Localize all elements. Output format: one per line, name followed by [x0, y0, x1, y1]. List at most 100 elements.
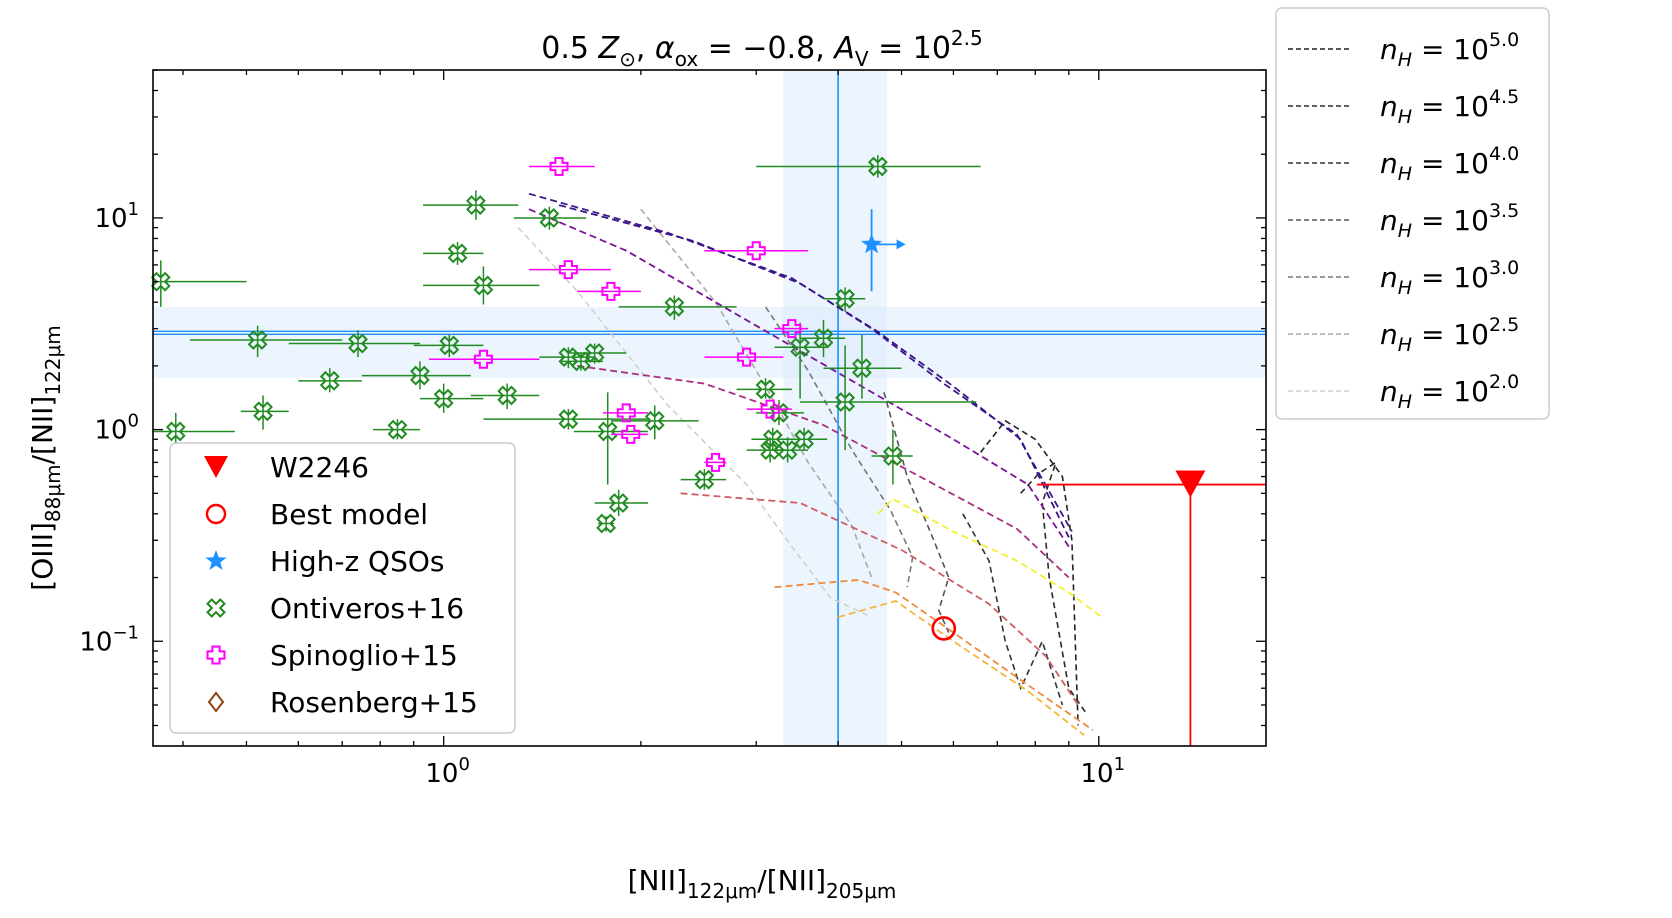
density-legend-label-1: nH = 104.5 — [1380, 86, 1519, 128]
y-tick-label-2: 101 — [94, 199, 139, 234]
ontiveros-point-14 — [513, 206, 587, 230]
spinoglio-point-9 — [746, 399, 792, 419]
ontiveros-point-13 — [470, 383, 540, 410]
spinoglio-point-6 — [704, 452, 727, 472]
ontiveros-marker-11 — [465, 195, 486, 216]
density-track-0 — [979, 419, 1079, 726]
spinoglio-marker-3 — [473, 349, 493, 369]
ontiveros-marker-17 — [584, 343, 605, 363]
legend-label-3: Ontiveros+16 — [270, 592, 464, 625]
legend-entry-5: Rosenberg+15 — [207, 686, 478, 719]
ontiveros-point-11 — [423, 190, 519, 220]
best-model-marker — [931, 616, 957, 641]
ontiveros-marker-35 — [852, 358, 872, 379]
ontiveros-point-21 — [596, 513, 617, 534]
density-track-5 — [640, 208, 873, 578]
density-legend-entry-4: nH = 103.0 — [1288, 257, 1519, 299]
ontiveros-point-1 — [153, 412, 235, 445]
legend-entry-2: High-z QSOs — [205, 545, 445, 578]
density-legend-label-0: nH = 105.0 — [1380, 29, 1519, 71]
legend-entry-4: Spinoglio+15 — [206, 639, 458, 672]
spinoglio-point-4 — [602, 403, 648, 423]
spinoglio-point-7 — [704, 347, 784, 367]
ontiveros-marker-13 — [497, 385, 518, 406]
ontiveros-point-34 — [800, 345, 977, 451]
ontiveros-marker-25 — [755, 379, 776, 400]
y-tick-label-0: 10−1 — [79, 622, 139, 657]
ontiveros-point-6 — [372, 419, 420, 440]
chart-title: 0.5 Z⊙, αox = −0.8, AV = 102.5 — [541, 26, 982, 71]
ontiveros-marker-30 — [790, 337, 811, 358]
model-track-3 — [528, 208, 1070, 548]
ontiveros-marker-1 — [165, 421, 186, 442]
density-legend-entry-3: nH = 103.5 — [1288, 200, 1519, 242]
ontiveros-marker-19 — [597, 421, 618, 442]
ontiveros-point-3 — [190, 325, 343, 358]
y-tick-label-1: 100 — [94, 411, 139, 446]
ontiveros-marker-34 — [835, 392, 856, 412]
legend-marker-best-model — [205, 503, 227, 525]
legend: W2246 Best model High-z QSOs Ontiveros+16 Sp… — [169, 442, 516, 734]
ontiveros-point-25 — [736, 378, 792, 400]
model-track-6 — [774, 578, 1094, 731]
density-legend-box — [1275, 7, 1550, 420]
legend-entry-0: W2246 — [204, 451, 369, 484]
x-tick-label-0: 100 — [425, 754, 470, 789]
ontiveros-marker-37 — [882, 446, 903, 466]
horizontal-band — [153, 306, 1266, 379]
ontiveros-marker-8 — [433, 388, 454, 409]
ontiveros-marker-32 — [813, 328, 834, 349]
density-legend-label-2: nH = 104.0 — [1380, 143, 1519, 185]
model-track-2 — [558, 204, 1070, 538]
density-track-3 — [883, 392, 950, 633]
plot-frame — [152, 69, 1267, 747]
ontiveros-marker-33 — [835, 288, 856, 309]
ontiveros-point-31 — [783, 427, 828, 451]
density-legend-entry-5: nH = 102.5 — [1288, 314, 1519, 356]
ontiveros-point-5 — [288, 330, 420, 358]
ontiveros-marker-16 — [571, 351, 591, 372]
spinoglio-marker-9 — [760, 399, 780, 419]
density-legend-entry-6: nH = 102.0 — [1288, 371, 1519, 413]
ontiveros-marker-2 — [253, 401, 273, 422]
legend-marker-qso — [205, 550, 227, 570]
ontiveros-marker-5 — [348, 333, 368, 354]
ontiveros-marker-21 — [596, 513, 617, 534]
data-points — [150, 155, 1266, 746]
uncertainty-bands — [153, 70, 1266, 746]
legend-label-2: High-z QSOs — [270, 545, 445, 578]
ontiveros-point-24 — [680, 469, 727, 490]
ontiveros-marker-31 — [794, 429, 815, 450]
density-legend-entry-1: nH = 104.5 — [1288, 86, 1519, 128]
spinoglio-marker-8 — [746, 241, 766, 261]
w2246-point — [1037, 470, 1266, 746]
density-legend-entry-0: nH = 105.0 — [1288, 29, 1519, 71]
ontiveros-marker-6 — [387, 419, 408, 440]
ontiveros-point-2 — [240, 395, 289, 430]
y-axis-label: [OIII]88μm/[NII]122μm — [26, 325, 65, 590]
spinoglio-point-3 — [429, 349, 540, 369]
spinoglio-marker-5 — [621, 424, 641, 444]
ontiveros-point-7 — [361, 361, 471, 390]
ontiveros-marker-10 — [447, 243, 468, 264]
ontiveros-marker-9 — [439, 335, 460, 356]
model-track-5 — [680, 492, 1079, 706]
spinoglio-marker-7 — [737, 347, 757, 367]
high-z-qso-point — [861, 209, 906, 292]
ontiveros-point-12 — [423, 266, 540, 305]
ontiveros-point-18 — [483, 409, 648, 430]
x-tick-label-1: 101 — [1080, 754, 1125, 789]
model-track-8 — [877, 497, 1103, 618]
ontiveros-point-20 — [594, 489, 648, 517]
legend-marker-ontiveros — [206, 598, 226, 618]
legend-label-4: Spinoglio+15 — [270, 639, 458, 672]
density-track-6 — [517, 227, 872, 618]
spinoglio-point-5 — [610, 424, 648, 444]
ontiveros-point-8 — [419, 383, 484, 413]
legend-box — [169, 442, 516, 734]
spinoglio-point-0 — [529, 157, 595, 177]
spinoglio-marker-2 — [601, 281, 621, 301]
ontiveros-point-33 — [823, 287, 866, 312]
model-track-1 — [528, 192, 1073, 532]
